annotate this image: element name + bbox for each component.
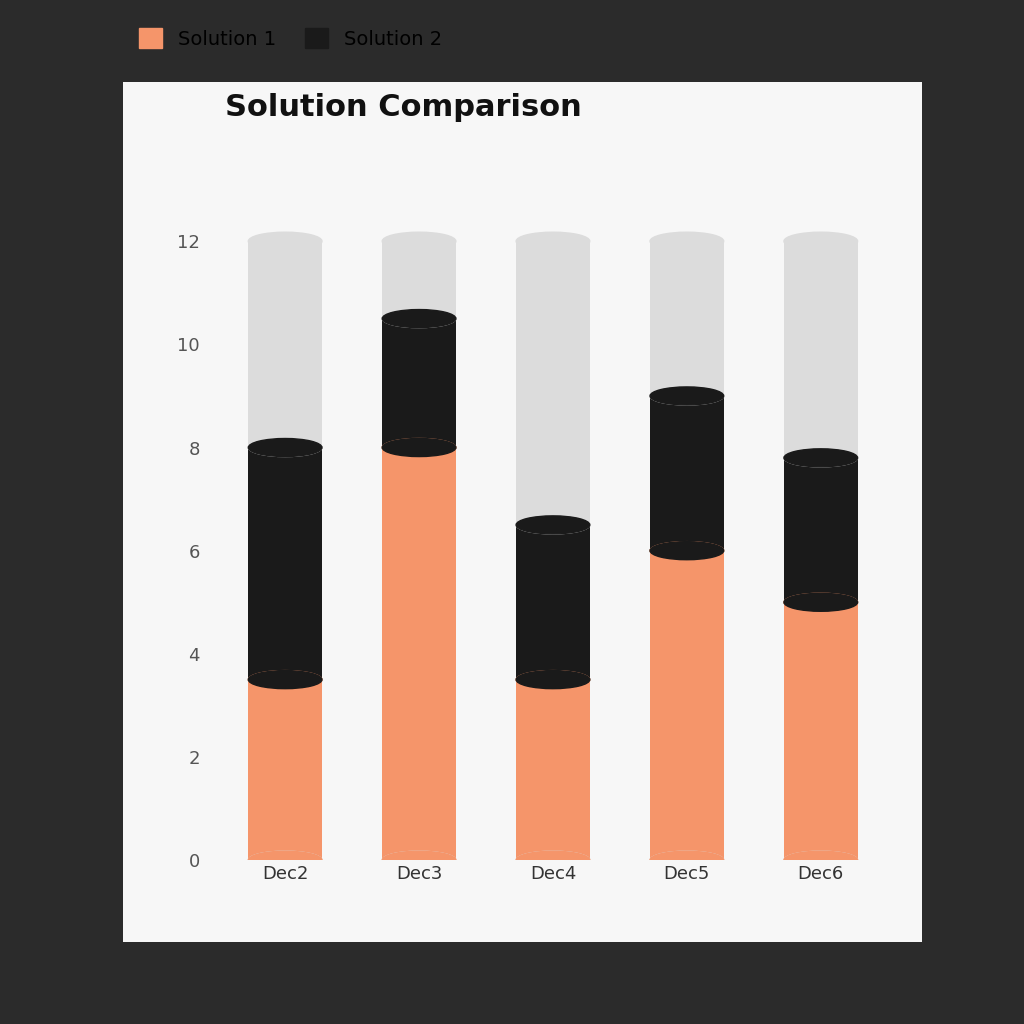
Ellipse shape: [784, 851, 858, 869]
Bar: [249, 242, 322, 860]
Ellipse shape: [784, 593, 858, 611]
Ellipse shape: [382, 309, 456, 328]
Bar: [784, 602, 858, 860]
Ellipse shape: [784, 449, 858, 467]
Ellipse shape: [650, 851, 724, 869]
Ellipse shape: [516, 516, 590, 534]
Legend: Solution 1, Solution 2: Solution 1, Solution 2: [131, 20, 450, 56]
Ellipse shape: [382, 438, 456, 457]
Ellipse shape: [382, 309, 456, 328]
Ellipse shape: [249, 438, 322, 457]
Text: Solution Comparison: Solution Comparison: [225, 93, 582, 122]
Ellipse shape: [516, 232, 590, 250]
Bar: [516, 525, 590, 680]
Ellipse shape: [650, 542, 724, 560]
Ellipse shape: [382, 851, 456, 869]
Bar: [784, 242, 858, 860]
Ellipse shape: [249, 671, 322, 689]
Ellipse shape: [516, 671, 590, 689]
Bar: [249, 447, 322, 680]
Ellipse shape: [382, 232, 456, 250]
Bar: [650, 551, 724, 860]
Bar: [382, 242, 456, 860]
Ellipse shape: [249, 671, 322, 689]
Ellipse shape: [249, 851, 322, 869]
Ellipse shape: [249, 232, 322, 250]
Bar: [650, 396, 724, 551]
Ellipse shape: [249, 851, 322, 869]
Ellipse shape: [650, 542, 724, 560]
Ellipse shape: [784, 593, 858, 611]
Bar: [382, 318, 456, 447]
Bar: [516, 242, 590, 860]
Ellipse shape: [382, 438, 456, 457]
Bar: [249, 680, 322, 860]
Ellipse shape: [516, 671, 590, 689]
Ellipse shape: [249, 438, 322, 457]
Ellipse shape: [784, 851, 858, 869]
Ellipse shape: [516, 851, 590, 869]
Ellipse shape: [784, 449, 858, 467]
Ellipse shape: [650, 232, 724, 250]
Ellipse shape: [516, 516, 590, 534]
Bar: [650, 242, 724, 860]
Ellipse shape: [650, 851, 724, 869]
Ellipse shape: [382, 851, 456, 869]
Bar: [382, 447, 456, 860]
Bar: [784, 458, 858, 602]
Ellipse shape: [784, 232, 858, 250]
Ellipse shape: [516, 851, 590, 869]
Ellipse shape: [650, 387, 724, 404]
FancyBboxPatch shape: [123, 82, 922, 942]
Ellipse shape: [650, 387, 724, 404]
Bar: [516, 680, 590, 860]
